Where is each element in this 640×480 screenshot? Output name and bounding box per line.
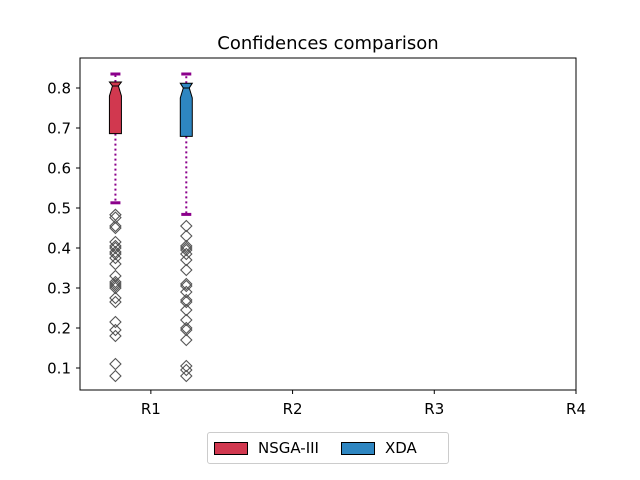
outlier-point (180, 333, 193, 347)
outlier-point (109, 221, 122, 235)
plot-area-frame (79, 57, 577, 391)
outlier-point (109, 277, 122, 291)
outlier-point (109, 235, 122, 249)
outlier-point (180, 243, 193, 257)
y-tick-label: 0.8 (47, 80, 71, 98)
outlier-point (180, 241, 193, 255)
outlier-point (180, 279, 193, 293)
outlier-point (180, 359, 193, 373)
outlier-point (109, 257, 122, 271)
x-tick-label: R3 (424, 400, 444, 418)
outlier-point (109, 329, 122, 343)
outlier-point (180, 313, 193, 327)
outlier-point (180, 303, 193, 317)
legend-item-nsga-iii: NSGA-III (214, 439, 319, 457)
outlier-point (109, 369, 122, 383)
outlier-point (109, 247, 122, 261)
outlier-point (180, 285, 193, 299)
box-xda (179, 82, 194, 137)
outlier-point (109, 241, 122, 255)
y-tick-label: 0.2 (47, 320, 71, 338)
outlier-point (109, 239, 122, 253)
box-nsga-iii (108, 81, 123, 135)
y-tick-label: 0.3 (47, 280, 71, 298)
outlier-point (109, 279, 122, 293)
legend-item-xda: XDA (340, 439, 417, 457)
outlier-point (109, 219, 122, 233)
legend: NSGA-III XDA (207, 432, 449, 464)
outlier-point (109, 281, 122, 295)
outlier-point (180, 369, 193, 383)
y-tick-label: 0.5 (47, 200, 71, 218)
outlier-point (180, 229, 193, 243)
legend-swatch-nsga-iii (214, 441, 248, 455)
x-tick-label: R2 (283, 400, 303, 418)
outlier-point (109, 357, 122, 371)
y-tick-label: 0.4 (47, 240, 71, 258)
outlier-point (109, 275, 122, 289)
outlier-point (180, 293, 193, 307)
outlier-point (109, 251, 122, 265)
outlier-point (180, 247, 193, 261)
y-tick-label: 0.7 (47, 120, 71, 138)
outlier-point (180, 277, 193, 291)
outlier-point (109, 269, 122, 283)
outlier-point (180, 239, 193, 253)
outlier-point (180, 323, 193, 337)
y-tick-label: 0.6 (47, 160, 71, 178)
outlier-point (180, 253, 193, 267)
outlier-point (109, 323, 122, 337)
outlier-point (109, 295, 122, 309)
x-tick-label: R4 (566, 400, 586, 418)
legend-label-xda: XDA (384, 439, 417, 457)
outlier-point (180, 295, 193, 309)
outlier-point (180, 263, 193, 277)
outlier-point (180, 363, 193, 377)
outlier-point (109, 245, 122, 259)
y-tick-label: 0.1 (47, 360, 71, 378)
outlier-point (109, 291, 122, 305)
chart-title: Confidences comparison (217, 33, 438, 54)
legend-label-nsga-iii: NSGA-III (258, 439, 319, 457)
outlier-point (180, 219, 193, 233)
outlier-point (180, 321, 193, 335)
outlier-point (109, 315, 122, 329)
x-tick-label: R1 (141, 400, 161, 418)
legend-swatch-xda (340, 441, 375, 455)
